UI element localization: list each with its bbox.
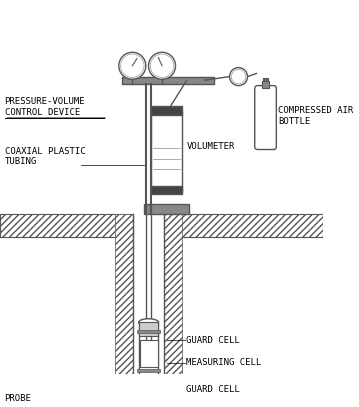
Bar bbox=[164, 214, 323, 237]
Text: PRESSURE-VOLUME
CONTROL DEVICE: PRESSURE-VOLUME CONTROL DEVICE bbox=[5, 97, 85, 117]
Bar bbox=[144, 204, 189, 214]
Ellipse shape bbox=[139, 319, 158, 326]
Bar bbox=[0, 214, 133, 237]
Circle shape bbox=[150, 54, 174, 77]
Bar bbox=[139, 390, 158, 403]
Bar bbox=[263, 77, 268, 81]
Text: GUARD CELL: GUARD CELL bbox=[186, 336, 240, 345]
Bar bbox=[137, 369, 160, 372]
Bar bbox=[137, 330, 160, 333]
Bar bbox=[164, 214, 182, 407]
Circle shape bbox=[149, 53, 176, 79]
Circle shape bbox=[121, 54, 144, 77]
Bar bbox=[140, 340, 158, 368]
Ellipse shape bbox=[139, 399, 158, 407]
Text: GUARD CELL: GUARD CELL bbox=[186, 385, 240, 394]
Text: MEASURING CELL: MEASURING CELL bbox=[186, 358, 262, 368]
Bar bbox=[115, 214, 133, 407]
Bar bbox=[151, 111, 182, 192]
Bar bbox=[151, 106, 182, 115]
Bar bbox=[262, 81, 269, 88]
Circle shape bbox=[231, 70, 246, 84]
Text: COMPRESSED AIR
BOTTLE: COMPRESSED AIR BOTTLE bbox=[278, 106, 353, 126]
Bar bbox=[0, 214, 133, 237]
FancyBboxPatch shape bbox=[255, 85, 276, 149]
Text: VOLUMETER: VOLUMETER bbox=[187, 142, 235, 151]
Text: PROBE: PROBE bbox=[5, 394, 31, 403]
Text: COAXIAL PLASTIC
TUBING: COAXIAL PLASTIC TUBING bbox=[5, 147, 85, 166]
Circle shape bbox=[119, 53, 146, 79]
Bar bbox=[164, 214, 323, 237]
Bar bbox=[151, 186, 182, 194]
Circle shape bbox=[229, 68, 248, 85]
Bar bbox=[121, 77, 214, 84]
Bar bbox=[137, 403, 160, 406]
Bar bbox=[139, 322, 158, 336]
